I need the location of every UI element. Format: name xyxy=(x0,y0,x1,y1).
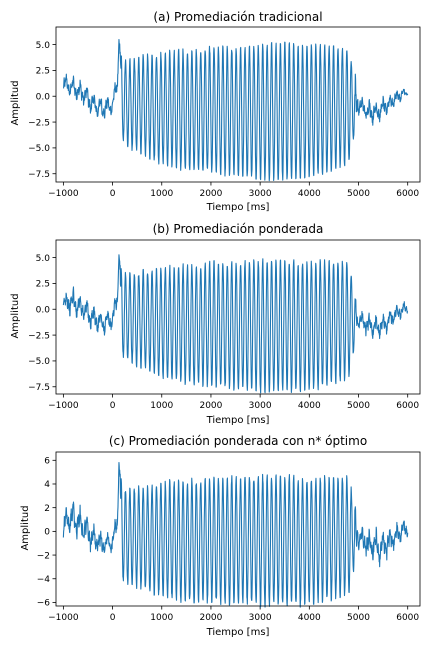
panel-b-signal-line xyxy=(62,254,409,394)
panel-b-xtick-label: 4000 xyxy=(298,401,321,411)
panel-a: (a) Promediación tradicional Amplitud Ti… xyxy=(10,10,421,213)
panel-c-frame xyxy=(55,451,421,607)
panel-c-xtick-label: 5000 xyxy=(347,613,370,623)
panel-b-xtick-label: 5000 xyxy=(347,401,370,411)
panel-c-xtick-label: 1000 xyxy=(150,613,173,623)
panel-b: (b) Promediación ponderada Amplitud Tiem… xyxy=(10,222,421,426)
panel-b-frame xyxy=(55,239,421,395)
panel-a-xtick-label: −1000 xyxy=(48,189,79,199)
panel-c-ylabel: Amplitud xyxy=(20,505,31,550)
panel-c-ytick-label: 2 xyxy=(44,504,50,514)
panel-a-ytick-label: −5.0 xyxy=(28,144,50,154)
panel-b-marks: −1000 0 1000 2000 3000 4000 5000 6000 5.0 2.5 0.0 −… xyxy=(28,254,419,411)
panel-a-ytick-label: 2.5 xyxy=(36,67,50,77)
panel-b-xtick-label: 3000 xyxy=(249,401,272,411)
panel-c-xtick-label: 0 xyxy=(110,613,116,623)
panel-c-ytick-label: 0 xyxy=(44,528,50,538)
panel-a-xtick-label: 3000 xyxy=(249,189,272,199)
panel-b-xlabel: Tiempo [ms] xyxy=(206,415,270,426)
panel-c-ytick-label: −4 xyxy=(37,575,51,585)
panel-a-xtick-label: 6000 xyxy=(396,189,419,199)
panel-b-ytick-label: −5.0 xyxy=(28,357,50,367)
panel-c-xtick-label: 6000 xyxy=(396,613,419,623)
panel-c-xtick-label: 3000 xyxy=(249,613,272,623)
panel-b-ytick-label: −7.5 xyxy=(28,383,50,393)
panel-b-ytick-label: 2.5 xyxy=(36,280,50,290)
panel-b-ylabel: Amplitud xyxy=(10,293,21,338)
panel-a-ylabel: Amplitud xyxy=(10,80,21,125)
panel-c-signal-line xyxy=(62,462,409,608)
panel-c-marks: −1000 0 1000 2000 3000 4000 5000 6000 6 4 2 0 −2 −4 −6 xyxy=(37,456,420,623)
panel-b-ytick-label: −2.5 xyxy=(28,331,50,341)
panel-c-xlabel: Tiempo [ms] xyxy=(206,627,270,638)
panel-a-ytick-label: −2.5 xyxy=(28,118,50,128)
panel-c-ytick-label: 4 xyxy=(44,480,50,490)
panel-c-xtick-label: −1000 xyxy=(48,613,79,623)
panel-b-xtick-label: 6000 xyxy=(396,401,419,411)
panel-b-xtick-label: 1000 xyxy=(150,401,173,411)
panel-a-xtick-label: 2000 xyxy=(199,189,222,199)
panel-c-xtick-label: 4000 xyxy=(298,613,321,623)
panel-a-ytick-label: 0.0 xyxy=(36,92,51,102)
panel-a-xlabel: Tiempo [ms] xyxy=(206,202,270,213)
panel-c: (c) Promediación ponderada con n* óptimo… xyxy=(20,434,421,638)
panel-a-xtick-label: 0 xyxy=(110,189,116,199)
panel-c-ytick-label: −2 xyxy=(37,551,50,561)
panel-a-title: (a) Promediación tradicional xyxy=(153,10,322,24)
panel-c-title: (c) Promediación ponderada con n* óptimo xyxy=(109,434,367,448)
panel-a-xtick-label: 5000 xyxy=(347,189,370,199)
panel-b-xtick-label: 0 xyxy=(110,401,116,411)
panel-a-ytick-label: −7.5 xyxy=(28,170,50,180)
panel-b-xtick-label: 2000 xyxy=(199,401,222,411)
panel-a-frame xyxy=(55,26,421,183)
panel-a-signal-line xyxy=(63,38,409,182)
panel-b-title: (b) Promediación ponderada xyxy=(153,222,324,236)
panel-c-ytick-label: 6 xyxy=(44,456,50,466)
panel-a-ytick-label: 5.0 xyxy=(36,41,51,51)
panel-a-xtick-label: 4000 xyxy=(298,189,321,199)
panel-b-xtick-label: −1000 xyxy=(48,401,79,411)
panel-a-xtick-label: 1000 xyxy=(150,189,173,199)
panel-c-xtick-label: 2000 xyxy=(199,613,222,623)
panel-a-marks: −1000 0 1000 2000 3000 4000 5000 6000 5.0 2.5 0.0 −… xyxy=(28,38,419,199)
panel-c-ytick-label: −6 xyxy=(37,599,51,609)
panel-b-ytick-label: 5.0 xyxy=(36,254,51,264)
panel-b-ytick-label: 0.0 xyxy=(36,305,51,315)
